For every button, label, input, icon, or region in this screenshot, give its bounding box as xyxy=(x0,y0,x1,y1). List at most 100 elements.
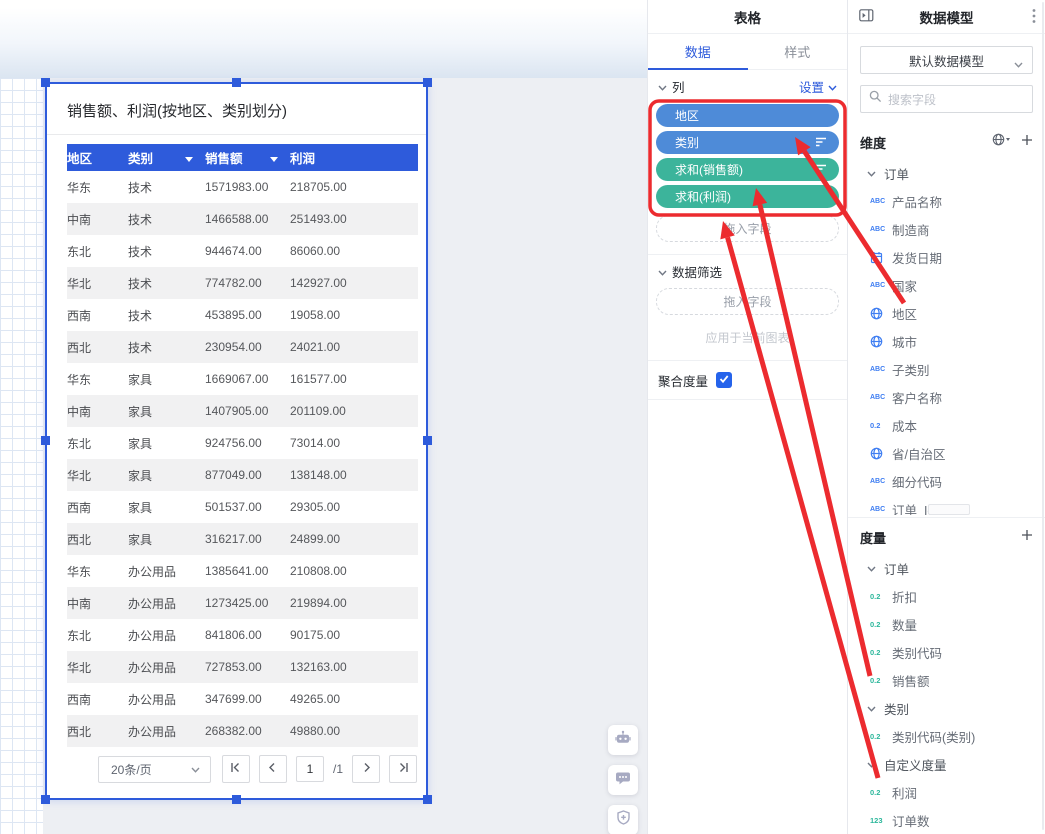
last-page-icon xyxy=(398,760,409,778)
widget-title: 销售额、利润(按地区、类别划分) xyxy=(47,84,426,135)
field-item[interactable]: 地区 xyxy=(848,299,1045,327)
table-widget[interactable]: 销售额、利润(按地区、类别划分) 地区 类别 销售额 利润 华东 技术 1571983.0… xyxy=(41,78,432,804)
resize-handle[interactable] xyxy=(231,795,241,804)
dashboard-canvas[interactable]: 销售额、利润(按地区、类别划分) 地区 类别 销售额 利润 华东 技术 1571983.0… xyxy=(0,0,647,834)
field-item[interactable]: 0.2 销售额 xyxy=(848,666,1045,694)
table-row: 东北 家具 924756.00 73014.00 xyxy=(67,427,418,459)
resize-handle[interactable] xyxy=(41,436,50,445)
table-cell: 29305.00 xyxy=(290,500,341,514)
table-cell: 西北 xyxy=(67,340,92,355)
table-cell: 东北 xyxy=(67,244,92,259)
field-item[interactable]: 0.2 折扣 xyxy=(848,582,1045,610)
field-pill[interactable]: 求和(利润) xyxy=(656,185,839,208)
table-cell: 19058.00 xyxy=(290,308,341,322)
field-item[interactable]: 省/自治区 xyxy=(848,439,1045,467)
field-item[interactable]: 0.2 类别代码(类别) xyxy=(848,722,1045,750)
resize-handle[interactable] xyxy=(41,795,50,804)
settings-button[interactable]: 设置 xyxy=(799,77,837,96)
last-page-button[interactable] xyxy=(389,755,417,783)
field-search[interactable]: 搜索字段 xyxy=(860,85,1033,113)
field-item[interactable]: ABC 客户名称 xyxy=(848,383,1045,411)
page-size-select[interactable]: 20条/页 xyxy=(97,755,211,783)
field-item[interactable]: ABC 制造商 xyxy=(848,215,1045,243)
field-label: 数量 xyxy=(892,618,918,633)
field-pill[interactable]: 求和(销售额) xyxy=(656,158,839,181)
resize-handle[interactable] xyxy=(423,436,432,445)
more-menu-icon[interactable] xyxy=(1032,8,1036,27)
field-group[interactable]: 自定义度量 xyxy=(848,750,1045,778)
chevron-down-icon[interactable] xyxy=(658,80,667,94)
field-pill[interactable]: 类别 xyxy=(656,131,839,154)
aggregate-measure-checkbox[interactable] xyxy=(716,372,733,388)
page-number-input[interactable] xyxy=(295,756,324,782)
table-cell: 316217.00 xyxy=(205,532,262,546)
pill-label: 求和(利润) xyxy=(675,190,731,204)
chart-type-title: 表格 xyxy=(648,0,847,34)
field-item[interactable]: 发货日期 xyxy=(848,243,1045,271)
field-item[interactable]: ABC 产品名称 xyxy=(848,187,1045,215)
field-group-label: 订单 xyxy=(884,562,910,577)
chart-config-panel: 表格 数据 样式 列 设置 地区 类别 求和(销售额) 求和(利润) 拖入字段 数据筛… xyxy=(647,0,847,834)
field-item[interactable]: ABC 子类别 xyxy=(848,355,1045,383)
tab-style[interactable]: 样式 xyxy=(784,45,811,60)
geo-role-icon[interactable] xyxy=(992,133,1011,151)
add-measure-button[interactable] xyxy=(1021,528,1033,546)
field-label: 类别代码(类别) xyxy=(892,730,976,745)
table-column-header: 地区 xyxy=(67,148,128,167)
table-cell: 西南 xyxy=(67,500,92,515)
tab-data[interactable]: 数据 xyxy=(648,34,748,70)
table-column-header[interactable]: 类别 xyxy=(128,148,205,167)
column-drop-zone[interactable]: 拖入字段 xyxy=(656,215,839,242)
chat-button[interactable] xyxy=(608,765,638,795)
resize-handle[interactable] xyxy=(423,795,432,804)
field-item[interactable]: 0.2 利润 xyxy=(848,778,1045,806)
field-item[interactable]: 城市 xyxy=(848,327,1045,355)
column-sort-icon[interactable] xyxy=(270,151,278,165)
add-dimension-button[interactable] xyxy=(1021,133,1033,151)
resize-handle[interactable] xyxy=(41,78,50,87)
field-label: 产品名称 xyxy=(892,195,943,210)
shield-plus-button[interactable] xyxy=(608,805,638,834)
prev-page-icon xyxy=(267,760,278,778)
field-group-label: 订单 xyxy=(884,167,910,182)
table-cell: 中南 xyxy=(67,404,92,419)
field-label: 客户名称 xyxy=(892,391,943,406)
horizontal-scrollbar[interactable] xyxy=(928,504,970,515)
table-cell: 219894.00 xyxy=(290,596,347,610)
field-item[interactable]: 0.2 类别代码 xyxy=(848,638,1045,666)
resize-handle[interactable] xyxy=(423,78,432,87)
prev-page-button[interactable] xyxy=(258,755,287,783)
filter-drop-zone[interactable]: 拖入字段 xyxy=(656,288,839,315)
next-page-button[interactable] xyxy=(352,755,380,783)
field-pill[interactable]: 地区 xyxy=(656,104,839,127)
collapse-panel-icon[interactable] xyxy=(859,9,874,25)
field-item[interactable]: ABC 细分代码 xyxy=(848,467,1045,495)
chevron-down-icon[interactable] xyxy=(658,265,667,279)
aggregate-measure-row: 聚合度量 xyxy=(648,361,847,399)
vertical-scrollbar[interactable] xyxy=(1042,2,1044,830)
measures-header: 度量 xyxy=(848,528,1045,546)
data-table: 地区 类别 销售额 利润 华东 技术 1571983.00 218705.00 中南 技术 146… xyxy=(67,144,418,747)
table-cell: 家具 xyxy=(128,500,153,515)
sort-icon[interactable] xyxy=(815,136,827,150)
field-group-label: 类别 xyxy=(884,702,910,717)
floating-toolbar xyxy=(608,725,638,834)
column-sort-icon[interactable] xyxy=(185,151,193,165)
field-item[interactable]: 0.2 成本 xyxy=(848,411,1045,439)
table-row: 西北 办公用品 268382.00 49880.00 xyxy=(67,715,418,747)
resize-handle[interactable] xyxy=(231,78,241,87)
field-group[interactable]: 类别 xyxy=(848,694,1045,722)
first-page-button[interactable] xyxy=(221,755,250,783)
robot-button[interactable] xyxy=(608,725,638,755)
model-selector[interactable]: 默认数据模型 xyxy=(860,46,1033,74)
table-row: 中南 家具 1407905.00 201109.00 xyxy=(67,395,418,427)
sort-icon[interactable] xyxy=(815,163,827,177)
field-item[interactable]: 123 订单数 xyxy=(848,806,1045,834)
table-column-header[interactable]: 销售额 xyxy=(205,148,290,167)
field-item[interactable]: ABC 国家 xyxy=(848,271,1045,299)
table-cell: 办公用品 xyxy=(128,596,177,611)
field-group[interactable]: 订单 xyxy=(848,554,1045,582)
field-group[interactable]: 订单 xyxy=(848,159,1045,187)
filter-scope-note: 应用于当前图表 xyxy=(705,331,790,345)
field-item[interactable]: 0.2 数量 xyxy=(848,610,1045,638)
